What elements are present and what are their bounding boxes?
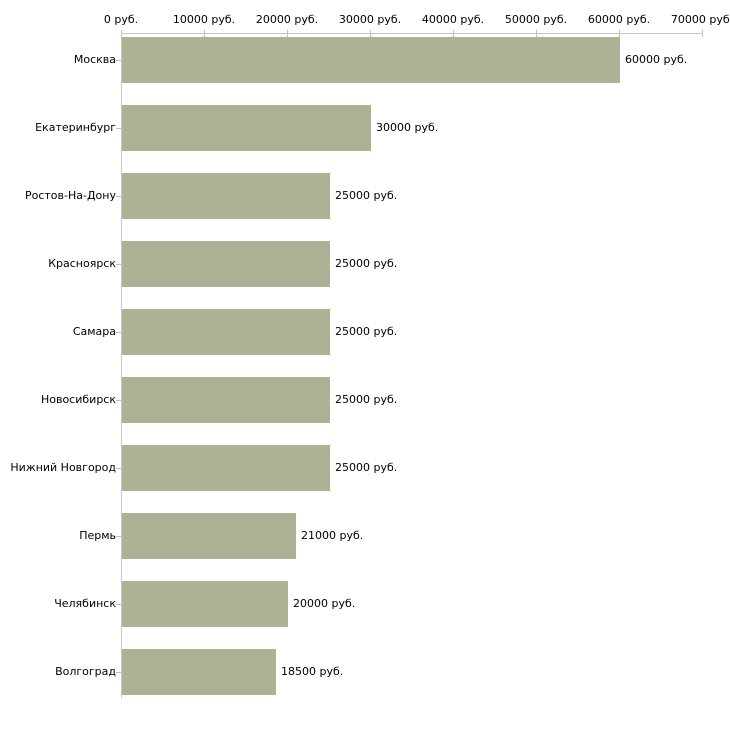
x-axis-tick xyxy=(453,30,454,37)
y-axis-tick xyxy=(116,60,121,61)
y-axis-tick xyxy=(116,672,121,673)
y-axis-line xyxy=(121,33,122,698)
y-axis-tick xyxy=(116,536,121,537)
bar xyxy=(122,581,288,627)
category-label: Москва xyxy=(73,53,116,66)
category-label: Ростов-На-Дону xyxy=(24,189,116,202)
value-label: 25000 руб. xyxy=(335,189,398,202)
y-axis-tick xyxy=(116,128,121,129)
bar xyxy=(122,377,330,423)
bar xyxy=(122,309,330,355)
x-axis-tick xyxy=(619,30,620,37)
x-axis-tick-label: 40000 руб. xyxy=(421,13,485,26)
y-axis-tick xyxy=(116,604,121,605)
category-label: Пермь xyxy=(79,529,116,542)
bar xyxy=(122,37,620,83)
x-axis-line xyxy=(121,33,703,34)
y-axis-tick xyxy=(116,196,121,197)
bar xyxy=(122,105,371,151)
x-axis-tick-label: 20000 руб. xyxy=(255,13,319,26)
category-label: Новосибирск xyxy=(40,393,116,406)
category-label: Нижний Новгород xyxy=(10,461,116,474)
y-axis-tick xyxy=(116,332,121,333)
x-axis-tick xyxy=(702,30,703,37)
bar xyxy=(122,241,330,287)
x-axis-tick xyxy=(536,30,537,37)
value-label: 25000 руб. xyxy=(335,461,398,474)
value-label: 60000 руб. xyxy=(625,53,688,66)
x-axis-tick-label: 50000 руб. xyxy=(504,13,568,26)
x-axis-tick-label: 0 руб. xyxy=(103,13,139,26)
category-label: Волгоград xyxy=(55,665,116,678)
category-label: Красноярск xyxy=(48,257,116,270)
x-axis-tick xyxy=(204,30,205,37)
value-label: 21000 руб. xyxy=(301,529,364,542)
y-axis-tick xyxy=(116,264,121,265)
bar xyxy=(122,445,330,491)
bar xyxy=(122,173,330,219)
x-axis-tick-label: 70000 руб. xyxy=(670,13,730,26)
value-label: 18500 руб. xyxy=(281,665,344,678)
y-axis-tick xyxy=(116,468,121,469)
value-label: 25000 руб. xyxy=(335,257,398,270)
x-axis-tick xyxy=(121,30,122,37)
x-axis-tick-label: 60000 руб. xyxy=(587,13,651,26)
value-label: 30000 руб. xyxy=(376,121,439,134)
x-axis-tick xyxy=(370,30,371,37)
value-label: 25000 руб. xyxy=(335,393,398,406)
category-label: Самара xyxy=(72,325,116,338)
value-label: 25000 руб. xyxy=(335,325,398,338)
bar xyxy=(122,513,296,559)
category-label: Челябинск xyxy=(54,597,116,610)
x-axis-tick xyxy=(287,30,288,37)
y-axis-tick xyxy=(116,400,121,401)
category-label: Екатеринбург xyxy=(35,121,116,134)
bar xyxy=(122,649,276,695)
x-axis-tick-label: 10000 руб. xyxy=(172,13,236,26)
value-label: 20000 руб. xyxy=(293,597,356,610)
x-axis-tick-label: 30000 руб. xyxy=(338,13,402,26)
